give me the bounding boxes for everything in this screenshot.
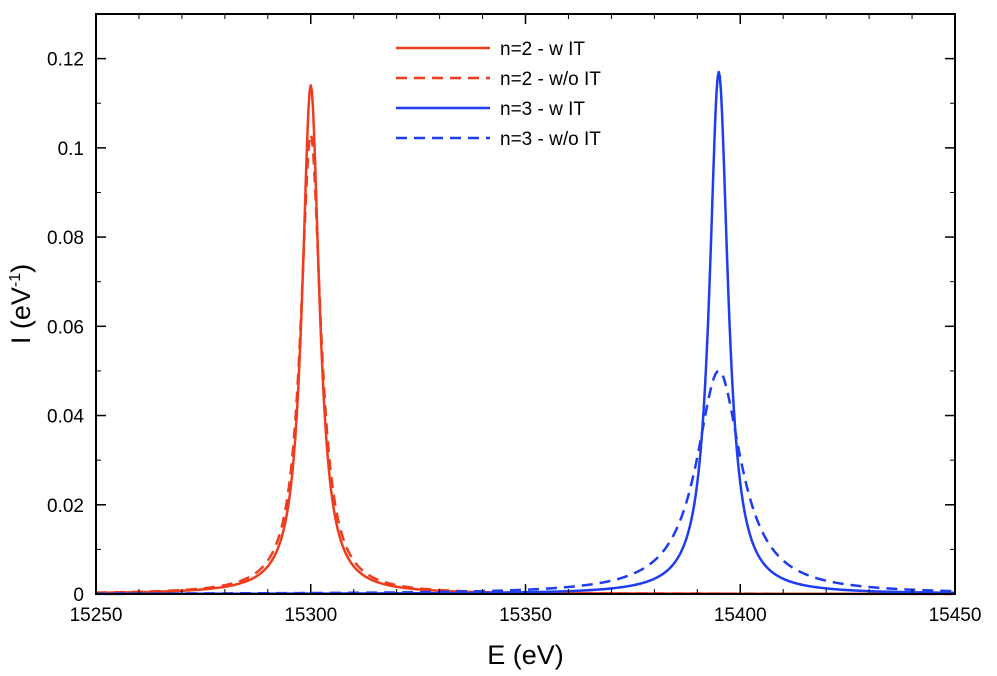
- legend: n=2 - w IT n=2 - w/o IT n=3 - w IT n=3 - w/…: [396, 39, 601, 150]
- x-tick-label: 15450: [929, 605, 982, 626]
- x-axis-title: E (eV): [487, 640, 564, 670]
- series-line-1: [95, 84, 956, 596]
- y-axis-title-superscript: -1: [7, 273, 24, 287]
- x-tick-label: 15300: [284, 605, 337, 626]
- series-layer: [95, 70, 956, 596]
- y-tick-label: 0.12: [47, 50, 84, 71]
- axis-ticks: [95, 14, 956, 595]
- x-tick-label: 15400: [714, 605, 767, 626]
- series-line-3: [95, 70, 956, 596]
- x-tick-label: 15250: [70, 605, 123, 626]
- legend-label-2: n=2 - w/o IT: [500, 69, 601, 90]
- y-tick-label: 0.04: [47, 407, 84, 428]
- y-tick-label: 0.08: [47, 228, 84, 249]
- legend-label-1: n=2 - w IT: [500, 39, 585, 60]
- series-line-2: [95, 133, 956, 596]
- y-axis-title: I (eV-1): [6, 264, 36, 344]
- y-axis-title-main: I (eV: [6, 287, 36, 344]
- y-tick-label: 0.1: [58, 139, 84, 160]
- axis-tick-labels: 15250 15300 15350 15400 15450 0 0.02 0.04 0.06 0.…: [47, 50, 981, 626]
- y-tick-label: 0.06: [47, 317, 84, 338]
- series-line-4: [95, 369, 956, 595]
- x-tick-label: 15350: [499, 605, 552, 626]
- y-tick-label: 0.02: [47, 496, 84, 517]
- y-tick-label: 0: [73, 585, 84, 606]
- y-axis-title-close: ): [6, 264, 36, 273]
- legend-label-4: n=3 - w/o IT: [500, 129, 601, 150]
- legend-label-3: n=3 - w IT: [500, 99, 585, 120]
